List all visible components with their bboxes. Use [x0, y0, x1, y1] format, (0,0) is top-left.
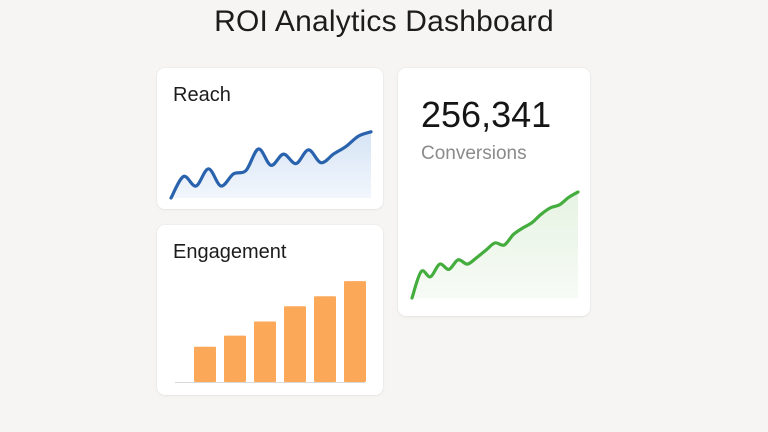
- engagement-card-title: Engagement: [173, 241, 287, 263]
- page-title: ROI Analytics Dashboard: [214, 5, 554, 38]
- conversions-chart-area-fill: [412, 192, 578, 298]
- engagement-bar-2: [224, 335, 246, 382]
- conversions-card: 256,341 Conversions: [398, 68, 590, 316]
- reach-card-title: Reach: [173, 84, 231, 106]
- engagement-bar-6: [344, 281, 366, 382]
- engagement-bar-5: [314, 296, 336, 382]
- conversions-label: Conversions: [421, 143, 527, 164]
- engagement-bar-chart: [175, 281, 366, 383]
- engagement-bar-1: [194, 346, 216, 382]
- engagement-bar-3: [254, 321, 276, 382]
- conversions-chart-series-line: [410, 190, 580, 300]
- reach-card: Reach: [157, 68, 383, 209]
- reach-chart-area-fill: [171, 131, 371, 198]
- reach-chart-series-line: [169, 130, 373, 200]
- engagement-card: Engagement: [157, 225, 383, 395]
- reach-area-chart: [169, 130, 373, 200]
- engagement-bar-4: [284, 306, 306, 382]
- conversions-value: 256,341: [421, 94, 552, 135]
- conversions-area-chart: [410, 190, 580, 300]
